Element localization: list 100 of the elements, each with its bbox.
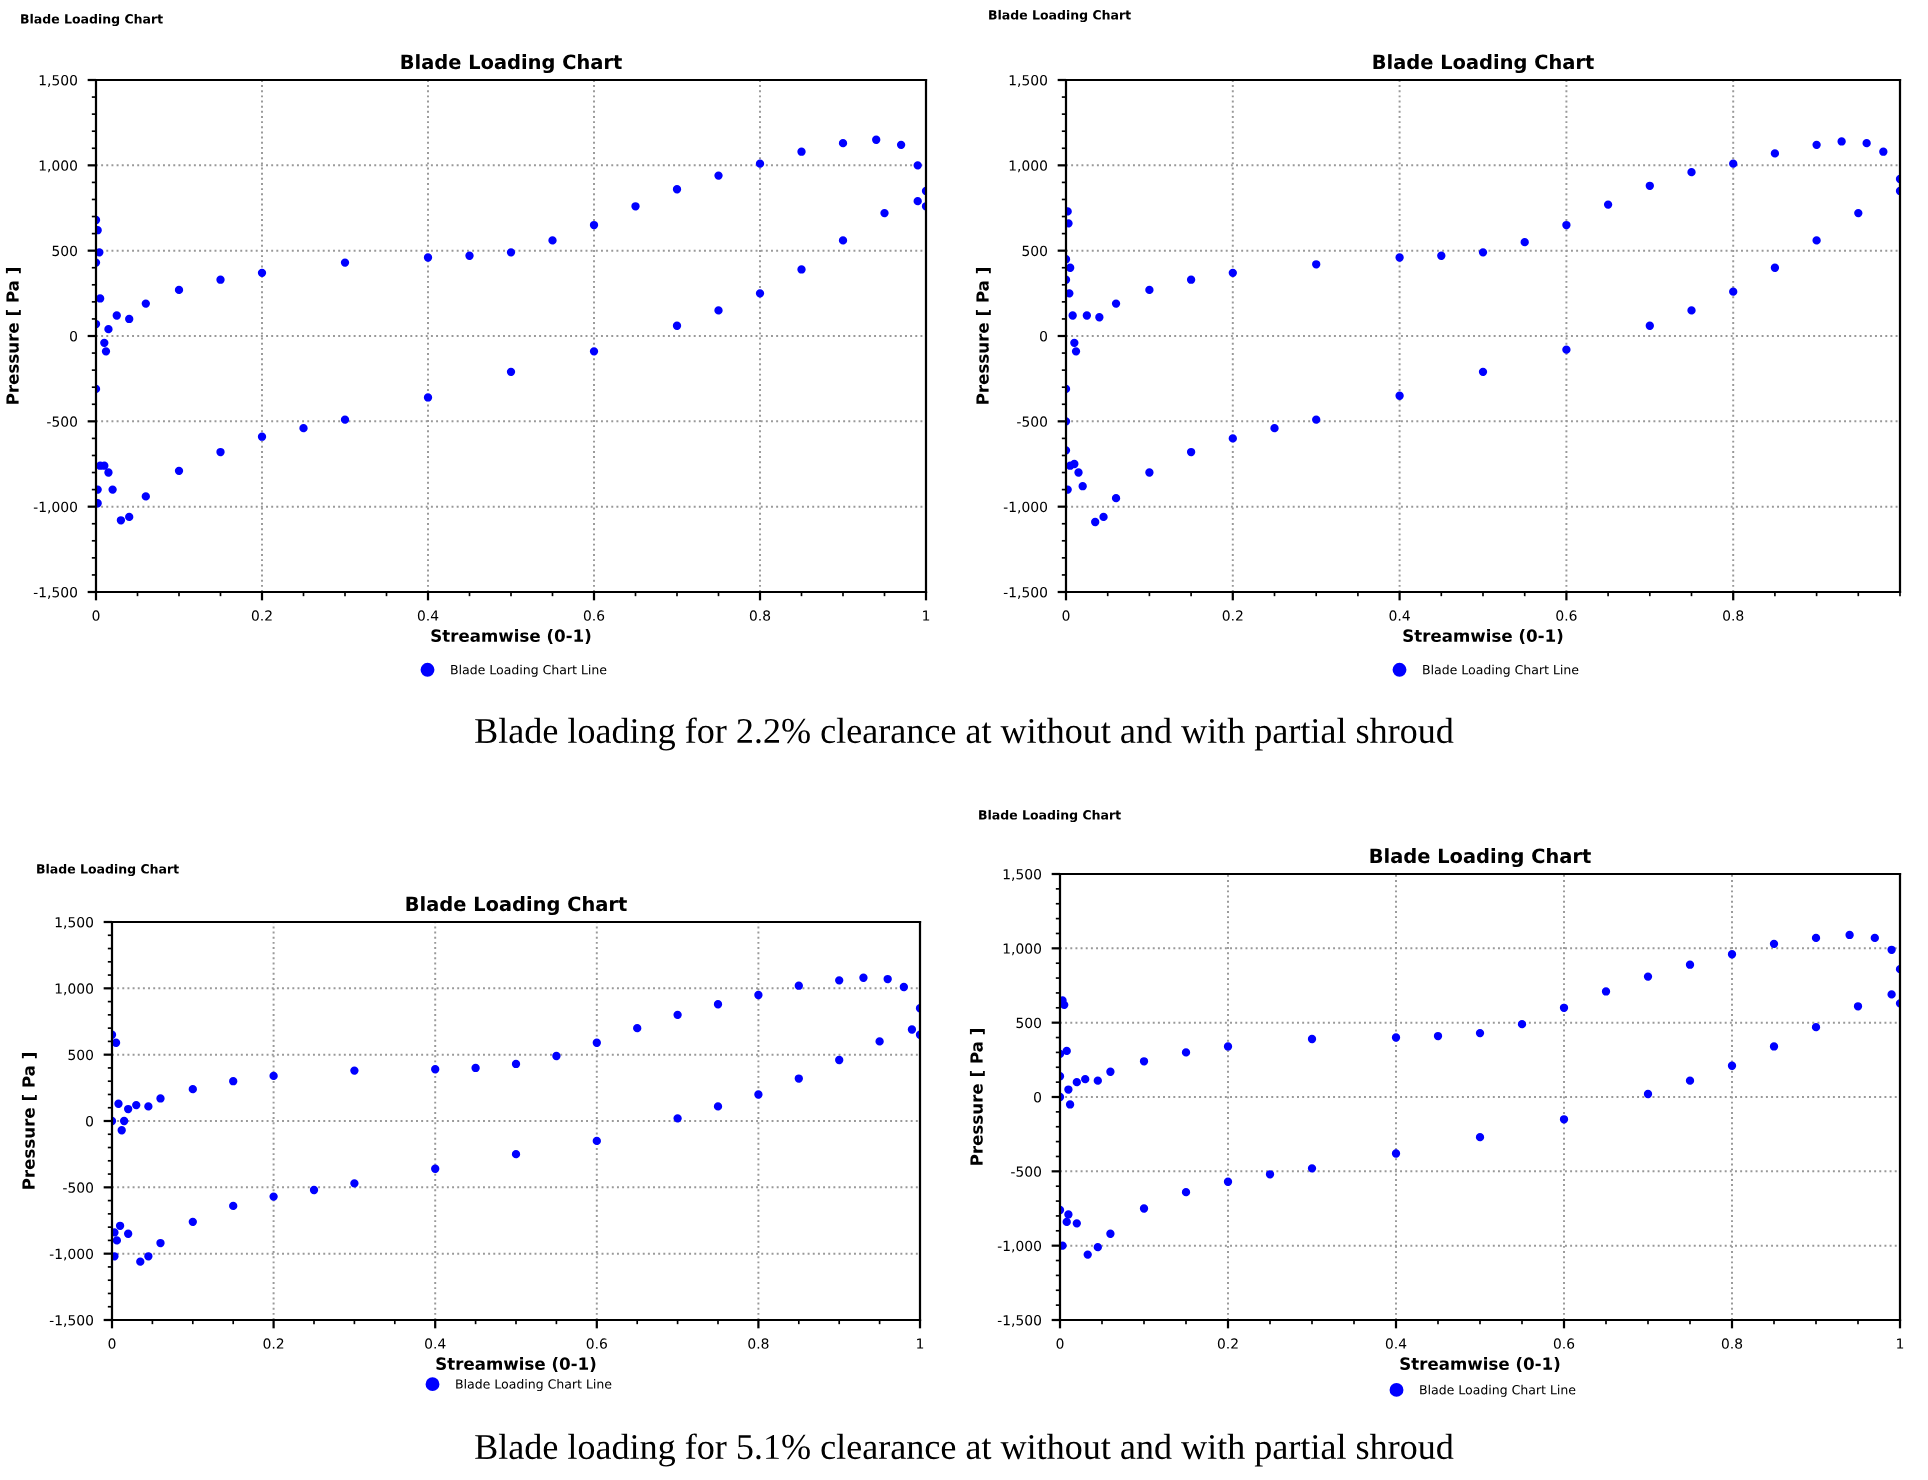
point (101, 347, 111, 356)
point (754, 990, 763, 1000)
point (340, 258, 350, 267)
chart-title: Blade Loading Chart (406, 896, 627, 916)
point (1478, 248, 1488, 257)
point (1729, 287, 1738, 296)
point (1559, 1003, 1569, 1012)
point (506, 367, 516, 377)
point (1685, 960, 1695, 969)
point (431, 1065, 440, 1074)
point (1391, 1033, 1401, 1042)
point (112, 1236, 122, 1245)
point (1091, 517, 1100, 527)
point (1437, 251, 1446, 260)
point (1870, 933, 1879, 943)
point (1837, 137, 1846, 146)
point (188, 1084, 197, 1094)
point (132, 1100, 141, 1110)
point (257, 432, 267, 441)
point (117, 1126, 126, 1135)
point (1601, 987, 1611, 996)
point (1769, 939, 1779, 949)
point (835, 976, 844, 985)
point (1223, 1042, 1233, 1051)
point (1643, 1089, 1653, 1099)
point (1064, 1085, 1073, 1094)
point (899, 982, 909, 992)
point (229, 1077, 238, 1086)
point (1517, 1019, 1527, 1029)
point (108, 485, 117, 494)
point (115, 1221, 125, 1230)
text: Blade loading for 5.1% clearance at without and with partial shroud (475, 1433, 1454, 1467)
point (754, 1090, 763, 1099)
point (1727, 950, 1737, 959)
point (859, 973, 868, 982)
point (123, 1229, 133, 1238)
chart-title: Blade Loading Chart (401, 54, 622, 74)
point (589, 347, 599, 356)
point (1475, 1132, 1485, 1142)
point (1879, 147, 1888, 156)
point (506, 248, 516, 257)
point (1307, 1034, 1317, 1044)
point (1845, 930, 1854, 940)
x-axis-title: Streamwise (0-1) (1403, 629, 1563, 644)
point (673, 1114, 682, 1123)
point (104, 468, 113, 477)
point (1307, 1164, 1317, 1173)
point (1068, 311, 1077, 320)
point (1643, 972, 1653, 981)
point (907, 1025, 917, 1034)
point (794, 981, 803, 990)
point (350, 1066, 359, 1075)
point (141, 299, 150, 308)
point (299, 423, 308, 433)
y-axis-title: Pressure [ Pa ] (969, 1029, 985, 1165)
point (883, 974, 892, 984)
point (511, 1059, 521, 1069)
point (1645, 181, 1654, 190)
point (1065, 1100, 1075, 1109)
point (100, 338, 109, 347)
y-axis-title: Pressure [ Pa ] (21, 1053, 37, 1189)
point (1228, 434, 1237, 443)
point (1685, 1076, 1695, 1085)
point (188, 1217, 197, 1226)
point (1186, 447, 1196, 457)
point (431, 1164, 440, 1173)
point (1395, 253, 1404, 262)
point (913, 161, 922, 170)
point (1270, 423, 1279, 433)
point (913, 197, 922, 206)
point (794, 1074, 803, 1083)
point (552, 1051, 561, 1061)
point (1078, 482, 1087, 491)
point (269, 1192, 278, 1201)
point (1729, 159, 1738, 168)
point (1687, 306, 1696, 315)
point (1181, 1187, 1191, 1197)
point (1862, 138, 1871, 148)
point (1391, 1149, 1401, 1158)
point (1770, 263, 1780, 272)
point (1082, 311, 1092, 320)
point (471, 1063, 480, 1073)
point (1478, 367, 1488, 377)
point (1095, 313, 1104, 322)
point (755, 159, 765, 168)
point (1181, 1048, 1191, 1057)
point (714, 171, 723, 180)
point (1520, 237, 1529, 247)
point (797, 147, 806, 156)
point (672, 321, 682, 330)
point (797, 265, 806, 274)
point (1312, 415, 1321, 424)
point (1811, 933, 1821, 943)
point (174, 466, 184, 475)
point (1062, 1046, 1071, 1056)
point (1111, 299, 1121, 308)
point (713, 1102, 723, 1111)
point (880, 208, 889, 218)
point (1395, 391, 1404, 400)
point (714, 306, 723, 315)
